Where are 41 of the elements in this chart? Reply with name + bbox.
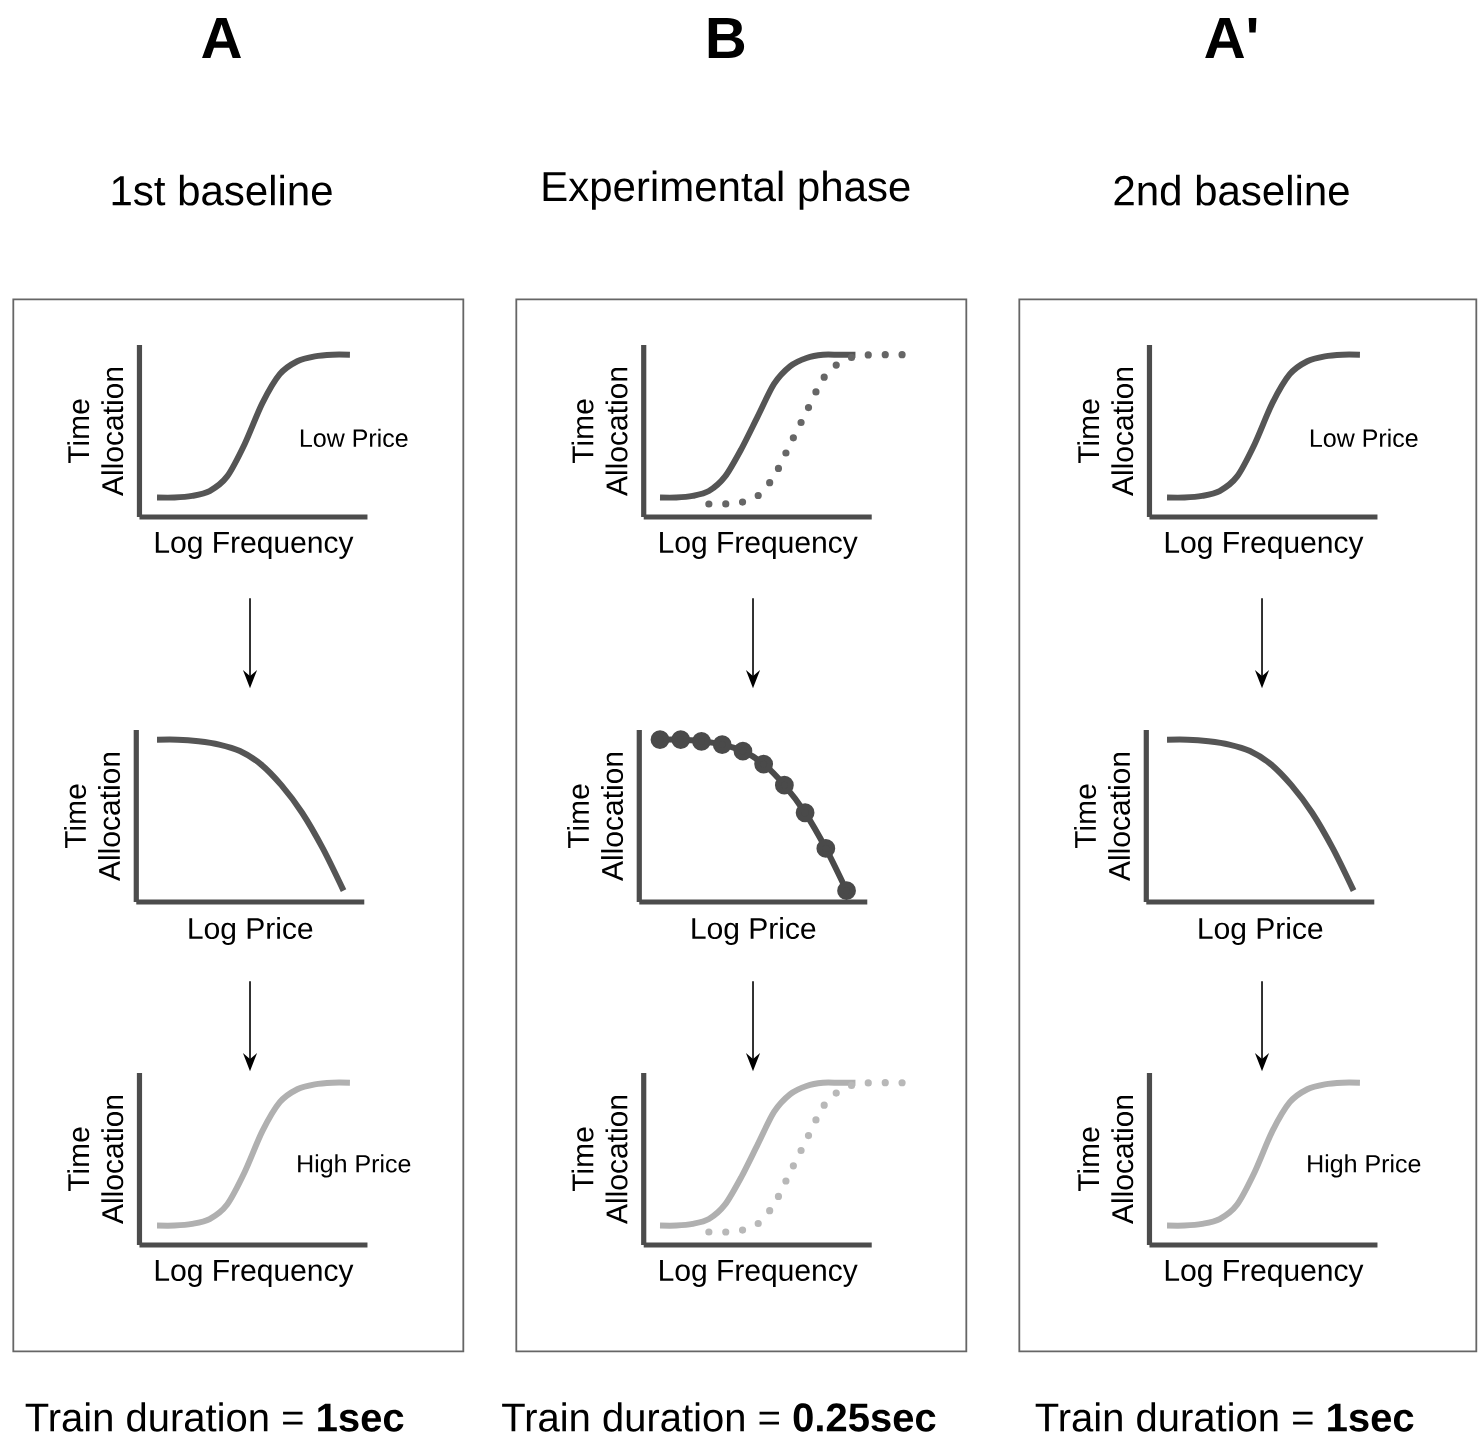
chart-title: A <box>202 17 241 58</box>
x-axis-title: Log Frequency <box>660 1259 858 1287</box>
text: Train duration = 0.25sec <box>502 1402 936 1432</box>
text: Train duration = 1sec <box>1035 1402 1414 1432</box>
chart-subtitle: 1st baseline <box>112 174 332 206</box>
y-axis-title: Time Allocation <box>571 1095 628 1224</box>
point <box>795 803 815 822</box>
y-axis-title: Time Allocation <box>1077 367 1134 496</box>
point <box>816 838 836 858</box>
x-axis-title: Log Price <box>1199 916 1323 945</box>
x-axis-title: Log Frequency <box>1165 1259 1364 1287</box>
y-axis-title: Time Allocation <box>67 1095 124 1224</box>
x-axis-title: Log Frequency <box>1165 531 1364 559</box>
x-axis-title: Log Price <box>189 916 313 945</box>
point <box>692 731 711 751</box>
point <box>712 735 732 754</box>
point <box>671 730 691 749</box>
y-axis-title: Time Allocation <box>67 367 124 496</box>
point <box>837 881 856 900</box>
chart-title: A' <box>1205 17 1257 58</box>
point <box>754 754 774 774</box>
y-axis-title: Time Allocation <box>567 752 624 881</box>
chart-title: B <box>708 17 745 58</box>
text: Train duration = 1sec <box>25 1402 404 1432</box>
annotation: High Price <box>298 1154 411 1178</box>
y-axis-title: Time Allocation <box>1074 752 1131 881</box>
chart-subtitle: 2nd baseline <box>1114 174 1349 206</box>
x-axis-title: Log Frequency <box>155 531 354 559</box>
x-axis-title: Log Price <box>692 916 816 945</box>
x-axis-title: Log Frequency <box>660 531 858 559</box>
annotation: Low Price <box>300 428 408 447</box>
annotation: High Price <box>1308 1154 1421 1178</box>
point <box>650 730 670 749</box>
y-axis-title: Time Allocation <box>1077 1095 1134 1224</box>
x-axis-title: Log Frequency <box>155 1259 354 1287</box>
y-axis-title: Time Allocation <box>571 367 628 496</box>
chart-subtitle: Experimental phase <box>543 170 910 210</box>
y-axis-title: Time Allocation <box>64 752 121 881</box>
annotation: Low Price <box>1310 428 1418 447</box>
point <box>733 741 753 761</box>
point <box>774 775 794 795</box>
